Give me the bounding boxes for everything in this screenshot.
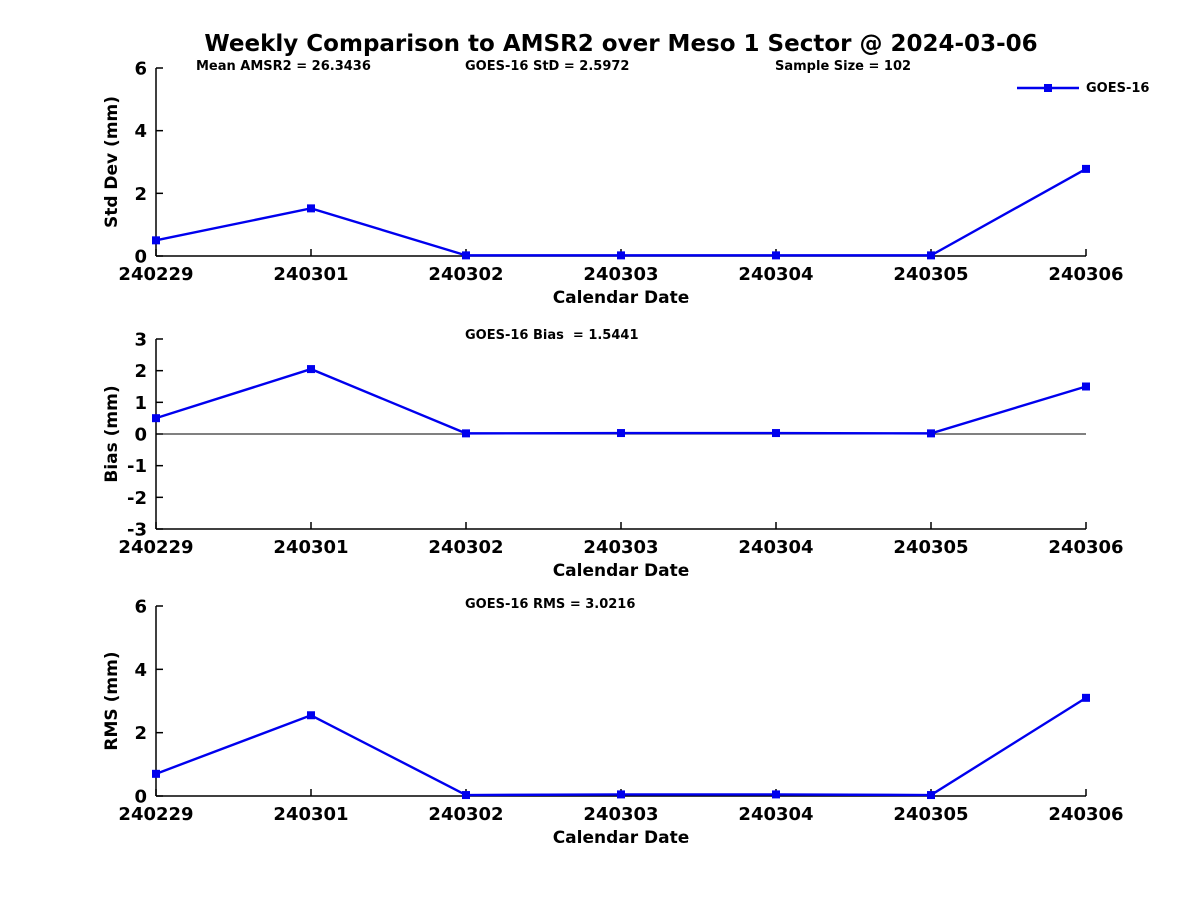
rms-chart-x-tick-label: 240302 xyxy=(428,804,503,825)
bias-chart-y-tick-label: 1 xyxy=(134,393,147,414)
stddev-chart-y-tick-label: 0 xyxy=(134,247,147,268)
stddev-chart-series-line xyxy=(155,167,1087,257)
rms-chart-y-tick-label: 2 xyxy=(134,723,147,744)
rms-chart: 0 2 4 6 240229 240301 240302 240303 240304 240305… xyxy=(118,597,1123,826)
bias-chart-y-tick-label: -3 xyxy=(127,520,147,541)
bias-chart-y-tick-label: -2 xyxy=(127,488,147,509)
bias-chart-y-tick-label: -1 xyxy=(127,456,147,477)
stddev-chart-x-tick-label: 240301 xyxy=(273,264,348,285)
bias-chart-y-tick-label: 0 xyxy=(134,425,147,446)
rms-chart-marker xyxy=(462,791,470,800)
bias-x-axis-label: Calendar Date xyxy=(552,561,690,581)
rms-chart-y-tick-label: 6 xyxy=(134,597,147,618)
bias-chart-y-tick-label: 3 xyxy=(134,330,147,351)
stddev-chart-x-tick-label: 240304 xyxy=(738,264,813,285)
stddev-chart-marker xyxy=(1082,164,1090,173)
stddev-chart-marker xyxy=(772,251,780,260)
legend-line-marker-icon xyxy=(1017,84,1079,92)
bias-chart: -3 -2 -1 0 1 2 3 240229 240301 240302 240303 240304… xyxy=(118,330,1123,559)
stddev-chart-marker xyxy=(927,251,935,260)
stddev-chart-x-tick-label: 240305 xyxy=(893,264,968,285)
rms-chart-marker xyxy=(927,791,935,800)
rms-chart-y-tick-label: 4 xyxy=(134,660,147,681)
bias-chart-x-tick-label: 240303 xyxy=(583,537,658,558)
stddev-chart-marker xyxy=(152,236,160,245)
rms-x-axis-label: Calendar Date xyxy=(552,828,690,848)
bias-chart-x-tick-label: 240305 xyxy=(893,537,968,558)
stddev-chart-marker xyxy=(462,251,470,260)
rms-chart-x-tick-label: 240229 xyxy=(118,804,193,825)
bias-chart-x-tick-label: 240301 xyxy=(273,537,348,558)
rms-chart-marker xyxy=(1082,693,1090,702)
stddev-chart-x-tick-label: 240306 xyxy=(1048,264,1123,285)
rms-chart-marker xyxy=(152,769,160,778)
rms-chart-x-tick-label: 240301 xyxy=(273,804,348,825)
stddev-chart: 0 2 4 6 240229 240301 240302 240303 240304 240305… xyxy=(118,59,1123,286)
stddev-chart-y-tick-label: 4 xyxy=(134,121,147,142)
bias-chart-marker xyxy=(1082,382,1090,391)
rms-chart-marker xyxy=(772,790,780,799)
bias-chart-marker xyxy=(927,429,935,438)
bias-chart-marker xyxy=(152,414,160,423)
rms-annotation: GOES-16 RMS = 3.0216 xyxy=(465,597,636,612)
annotation-goes16-std: GOES-16 StD = 2.5972 xyxy=(465,59,630,74)
rms-chart-y-tick-label: 0 xyxy=(134,787,147,808)
legend-label: GOES-16 xyxy=(1086,80,1150,96)
rms-chart-x-tick-label: 240303 xyxy=(583,804,658,825)
bias-chart-y-tick-label: 2 xyxy=(134,361,147,382)
rms-chart-x-tick-label: 240304 xyxy=(738,804,813,825)
stddev-chart-y-tick-label: 2 xyxy=(134,184,147,205)
annotation-mean-amsr2: Mean AMSR2 = 26.3436 xyxy=(196,59,371,74)
stddev-chart-marker xyxy=(617,251,625,260)
bias-chart-series-line xyxy=(155,367,1087,435)
rms-chart-series-line xyxy=(155,696,1087,797)
bias-chart-x-tick-label: 240306 xyxy=(1048,537,1123,558)
bias-annotation: GOES-16 Bias = 1.5441 xyxy=(465,328,639,343)
stddev-x-axis-label: Calendar Date xyxy=(552,288,690,308)
stddev-chart-x-tick-label: 240303 xyxy=(583,264,658,285)
stddev-chart-x-tick-label: 240302 xyxy=(428,264,503,285)
bias-chart-marker xyxy=(772,429,780,438)
bias-chart-x-tick-label: 240229 xyxy=(118,537,193,558)
bias-chart-marker xyxy=(617,429,625,438)
stddev-chart-marker xyxy=(307,204,315,213)
figure-title: Weekly Comparison to AMSR2 over Meso 1 S… xyxy=(204,31,1038,57)
stddev-chart-x-tick-label: 240229 xyxy=(118,264,193,285)
bias-chart-marker xyxy=(462,429,470,438)
annotation-sample-size: Sample Size = 102 xyxy=(775,59,912,74)
bias-chart-marker xyxy=(307,365,315,374)
rms-chart-x-tick-label: 240306 xyxy=(1048,804,1123,825)
stddev-chart-y-tick-label: 6 xyxy=(134,59,147,80)
rms-chart-marker xyxy=(307,711,315,720)
legend: GOES-16 xyxy=(1017,80,1149,96)
rms-chart-x-tick-label: 240305 xyxy=(893,804,968,825)
rms-chart-marker xyxy=(617,790,625,799)
bias-chart-x-tick-label: 240302 xyxy=(428,537,503,558)
bias-chart-x-tick-label: 240304 xyxy=(738,537,813,558)
